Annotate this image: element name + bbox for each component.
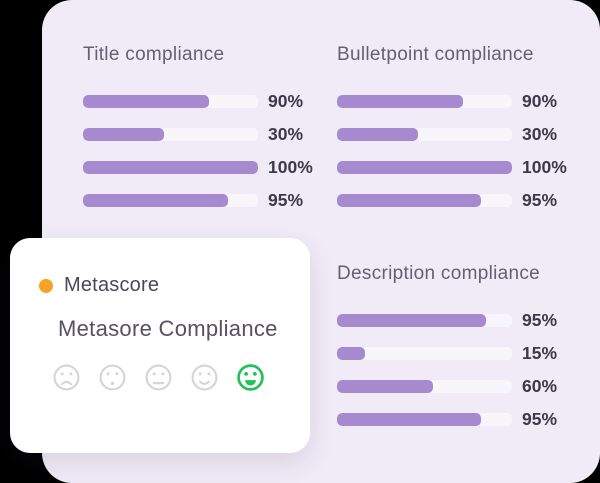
chart-title: Title compliance	[83, 44, 225, 65]
bar-row: 100%	[337, 157, 567, 177]
metascore-dot-icon	[39, 278, 53, 293]
bar-list: 95% 15% 60% 95%	[337, 310, 557, 429]
bar-row: 95%	[83, 190, 313, 210]
bar-track	[337, 314, 512, 327]
bar-value-label: 100%	[268, 157, 313, 177]
card-heading: Metasore Compliance	[58, 316, 278, 341]
title-compliance-chart: Title compliance 90% 30% 100% 95%	[83, 44, 333, 254]
bar-fill	[83, 194, 229, 207]
bar-value-label: 100%	[522, 157, 567, 177]
bar-track	[83, 95, 258, 108]
bar-track	[337, 380, 512, 393]
bar-value-label: 60%	[522, 376, 558, 396]
bar-value-label: 30%	[268, 124, 304, 144]
bar-row: 95%	[337, 190, 567, 210]
bar-fill	[337, 314, 486, 327]
bar-value-label: 95%	[522, 310, 558, 330]
happy-face-icon[interactable]	[237, 364, 264, 391]
bar-value-label: 30%	[522, 124, 558, 144]
rating-faces	[53, 364, 264, 391]
bar-fill	[83, 95, 209, 108]
bar-fill	[337, 380, 434, 393]
metascore-card: Metascore Metasore Compliance	[10, 238, 310, 453]
bar-row: 30%	[337, 124, 567, 144]
neutral-face-icon[interactable]	[145, 364, 172, 391]
chart-title: Description compliance	[337, 263, 541, 284]
bar-row: 30%	[83, 124, 313, 144]
bar-track	[337, 161, 512, 174]
bar-row: 15%	[337, 343, 557, 363]
bar-track	[83, 128, 258, 141]
bar-value-label: 15%	[522, 343, 558, 363]
bar-track	[337, 347, 512, 360]
bar-track	[337, 194, 512, 207]
bar-list: 90% 30% 100% 95%	[83, 91, 313, 210]
surprised-face-icon[interactable]	[99, 364, 126, 391]
description-compliance-chart: Description compliance 95% 15% 60% 95%	[337, 263, 587, 473]
bar-track	[337, 95, 512, 108]
bar-track	[337, 413, 512, 426]
bar-row: 95%	[337, 310, 557, 330]
bulletpoint-compliance-chart: Bulletpoint compliance 90% 30% 100% 95%	[337, 44, 587, 254]
slight-smile-face-icon[interactable]	[191, 364, 218, 391]
bar-fill	[337, 95, 463, 108]
bar-track	[83, 194, 258, 207]
bar-fill	[337, 194, 481, 207]
bar-value-label: 90%	[268, 91, 304, 111]
bar-value-label: 95%	[268, 190, 304, 210]
metascore-label: Metascore	[64, 274, 160, 296]
bar-fill	[83, 128, 164, 141]
bar-fill	[83, 161, 258, 174]
bar-value-label: 90%	[522, 91, 558, 111]
bar-row: 95%	[337, 409, 557, 429]
bar-row: 60%	[337, 376, 557, 396]
metascore-legend: Metascore	[39, 274, 159, 297]
bar-fill	[337, 413, 481, 426]
chart-title: Bulletpoint compliance	[337, 44, 534, 65]
bar-value-label: 95%	[522, 409, 558, 429]
bar-row: 90%	[337, 91, 567, 111]
bar-row: 100%	[83, 157, 313, 177]
bar-value-label: 95%	[522, 190, 558, 210]
bar-track	[83, 161, 258, 174]
sad-face-icon[interactable]	[53, 364, 80, 391]
bar-fill	[337, 128, 418, 141]
bar-list: 90% 30% 100% 95%	[337, 91, 567, 210]
bar-track	[337, 128, 512, 141]
bar-fill	[337, 161, 512, 174]
bar-fill	[337, 347, 365, 360]
bar-row: 90%	[83, 91, 313, 111]
